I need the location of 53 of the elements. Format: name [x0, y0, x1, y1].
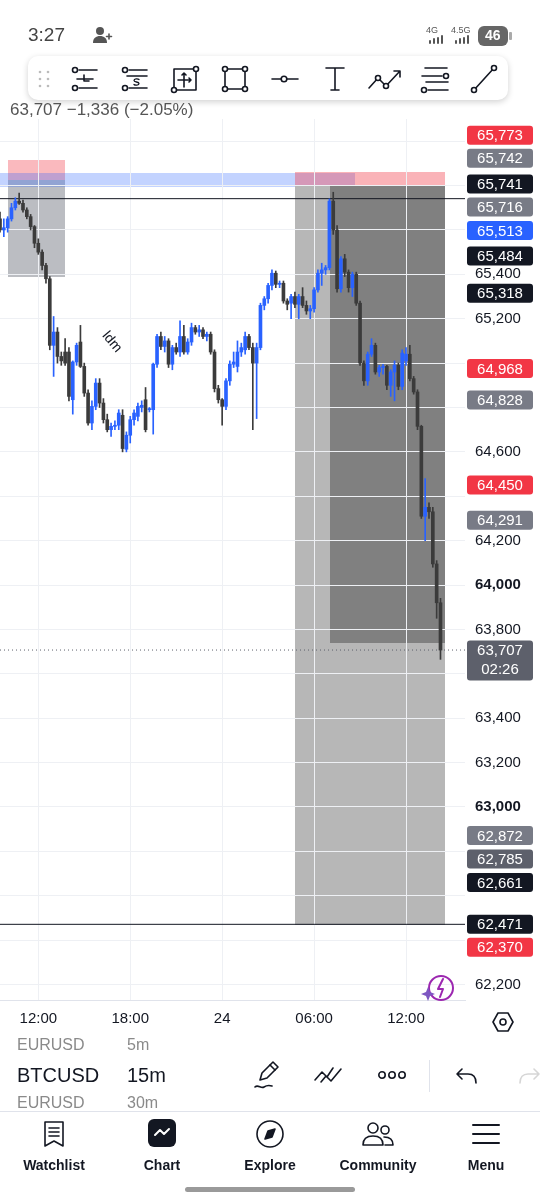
- y-tick-label: 65,200: [475, 308, 521, 326]
- text: 65,318: [477, 284, 523, 302]
- x-tick-label: 18:00: [111, 1009, 149, 1027]
- candlestick: [381, 363, 385, 375]
- y-tick-label: 63,000: [475, 797, 521, 815]
- text: 64,968: [477, 359, 523, 377]
- text: 5m: [127, 1036, 150, 1055]
- y-tick-label: 63,400: [475, 708, 521, 726]
- text: 65,773: [477, 126, 523, 144]
- x-tick-label: 12:00: [387, 1009, 425, 1027]
- y-tick-label: 63,800: [475, 619, 521, 637]
- x-tick-label: 06:00: [295, 1009, 333, 1027]
- y-tick-label: 63,200: [475, 752, 521, 770]
- text: 65,484: [477, 247, 523, 265]
- annotation: ldm: [99, 327, 127, 356]
- text: 64,828: [477, 391, 523, 409]
- candlestick: [423, 478, 427, 541]
- ref-line-label: 63,707: [477, 641, 523, 659]
- text: 46: [485, 27, 501, 44]
- annotation: 63,707 −1,336 (−2.05%): [10, 100, 194, 120]
- text: 30m: [127, 1094, 159, 1113]
- text: Community: [338, 1157, 418, 1174]
- text: 64,291: [477, 511, 523, 529]
- text: 62,785: [477, 850, 523, 868]
- text: EURUSD: [17, 1094, 85, 1113]
- text: Chart: [142, 1157, 182, 1174]
- text: 64,450: [477, 476, 523, 494]
- candlestick: [197, 325, 202, 337]
- y-tick-label: 64,200: [475, 530, 521, 548]
- text: Menu: [466, 1157, 506, 1174]
- text: 62,872: [477, 826, 523, 844]
- ref-line-label: 62,471: [477, 915, 523, 933]
- text: 3:27: [28, 24, 65, 46]
- text: BTCUSD: [17, 1064, 100, 1087]
- y-tick-label: 65,400: [475, 264, 521, 282]
- text: 65,742: [477, 149, 523, 167]
- y-tick-label: 64,600: [475, 442, 521, 460]
- text: 62,661: [477, 873, 523, 891]
- text: Explore: [243, 1157, 297, 1174]
- ref-line-label: 65,741: [477, 175, 523, 193]
- text: 4G: [426, 25, 439, 36]
- text: Watchlist: [22, 1157, 86, 1174]
- text: 65,716: [477, 198, 523, 216]
- text: 4.5G: [451, 25, 471, 36]
- text: 15m: [127, 1064, 166, 1087]
- text: 62,370: [477, 938, 523, 956]
- y-tick-label: 64,000: [475, 575, 521, 593]
- x-tick-label: 12:00: [19, 1009, 58, 1027]
- text: 65,513: [477, 221, 523, 239]
- y-tick-label: 62,200: [475, 974, 521, 992]
- text: 02:26: [481, 660, 519, 678]
- text: EURUSD: [17, 1036, 85, 1055]
- x-tick-label: 24: [213, 1009, 231, 1027]
